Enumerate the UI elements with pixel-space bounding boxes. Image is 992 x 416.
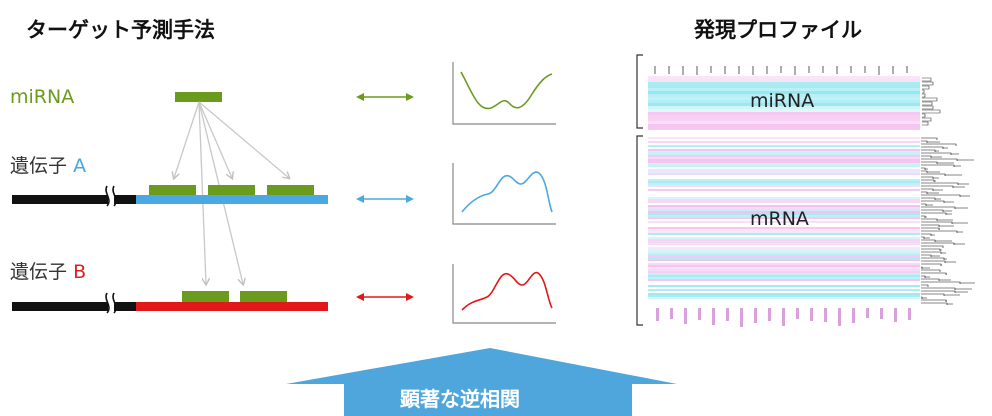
gene-a-letter: A: [73, 155, 87, 177]
gene-a-line: [12, 185, 328, 207]
correlation-arrow: [286, 348, 677, 416]
gene-a-label: 遺伝子 A: [10, 151, 86, 178]
right-title: 発現プロファイル: [694, 18, 862, 42]
gene-b-line: [12, 292, 328, 314]
double-arrow-gene-a: [356, 195, 414, 203]
heatmap-mirna-label: miRNA: [750, 90, 815, 112]
expression-chart-gene-a: [452, 163, 556, 225]
left-title: ターゲット予測手法: [26, 18, 215, 42]
gene-a-prefix: 遺伝子: [10, 155, 68, 177]
expression-chart-mirna: [452, 62, 556, 125]
heatmap-mrna-label: mRNA: [750, 208, 809, 230]
mirna-label: miRNA: [10, 86, 75, 108]
heatmap-brackets: [636, 54, 643, 326]
heatmap: [648, 66, 975, 327]
expression-chart-gene-b: [452, 264, 556, 324]
mirna-bar: [175, 92, 222, 102]
gene-b-prefix: 遺伝子: [10, 261, 68, 283]
double-arrow-mirna: [356, 93, 414, 101]
gene-b-letter: B: [73, 261, 87, 283]
correlation-arrow-label: 顕著な逆相関: [400, 387, 520, 411]
gene-b-binding-sites: [182, 291, 287, 302]
double-arrow-gene-b: [356, 293, 414, 301]
gene-b-label: 遺伝子 B: [10, 257, 86, 284]
gene-a-binding-sites: [149, 185, 314, 195]
